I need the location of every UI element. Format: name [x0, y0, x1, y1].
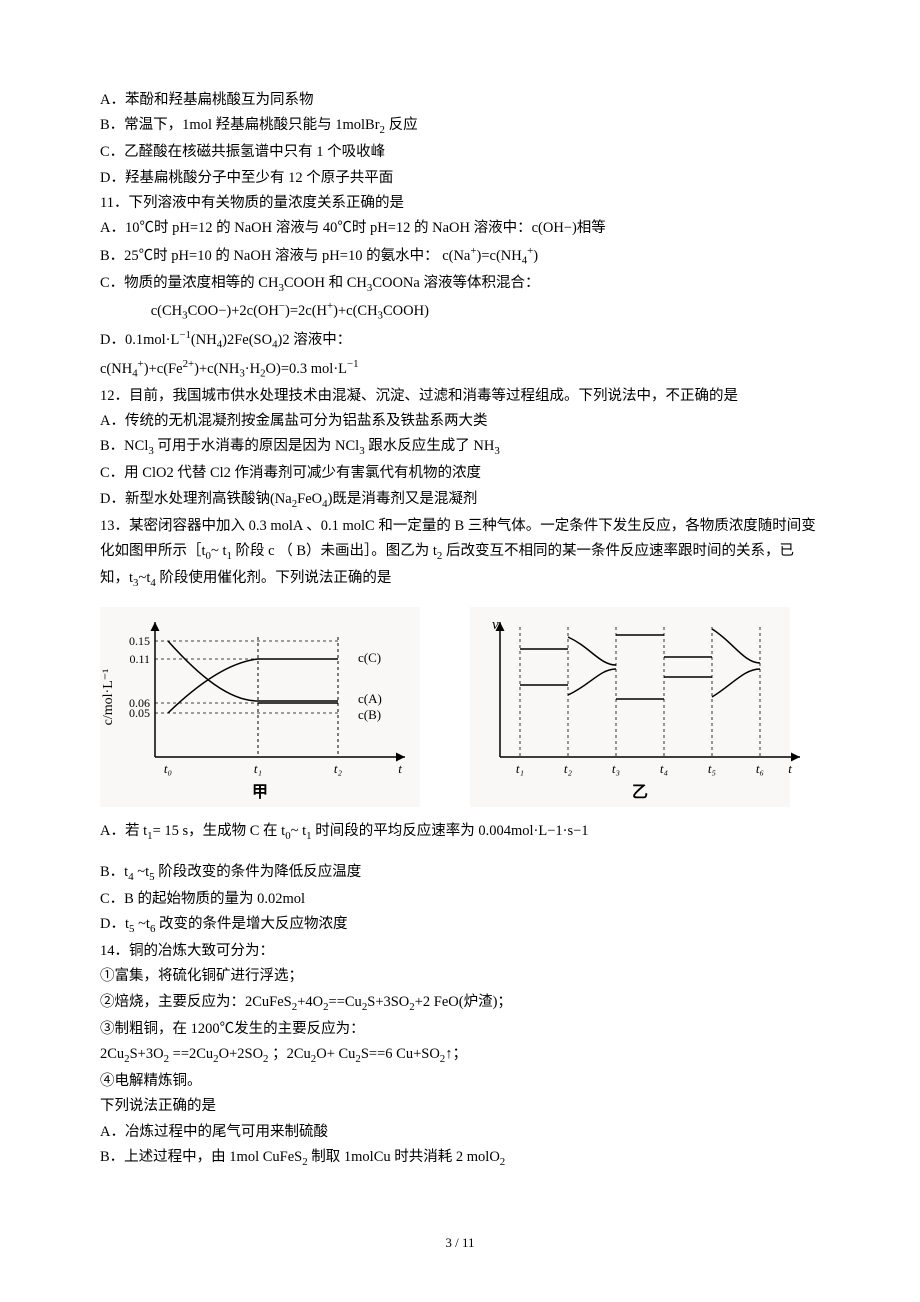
q13-opt-c: C．B 的起始物质的量为 0.02mol [100, 887, 820, 912]
svg-text:t₁: t₁ [516, 761, 524, 776]
q12-opt-b: B．NCl3 可用于水消毒的原因是因为 NCl3 跟水反应生成了 NH3 [100, 434, 820, 461]
q11-stem: 11．下列溶液中有关物质的量浓度关系正确的是 [100, 191, 820, 216]
q14-step3: ③制粗铜，在 1200℃发生的主要反应为： [100, 1017, 820, 1042]
svg-text:甲: 甲 [252, 783, 268, 801]
q13-stem: 13．某密闭容器中加入 0.3 molA 、0.1 molC 和一定量的 B 三… [100, 514, 820, 593]
q14-step1: ①富集，将硫化铜矿进行浮选； [100, 964, 820, 989]
q11-opt-c: C．物质的量浓度相等的 CH3COOH 和 CH3COONa 溶液等体积混合： [100, 271, 820, 298]
svg-text:t₂: t₂ [564, 761, 573, 776]
svg-text:t₆: t₆ [756, 761, 764, 776]
svg-text:c(A): c(A) [358, 691, 382, 706]
q10-opt-a: A．苯酚和羟基扁桃酸互为同系物 [100, 88, 820, 113]
q11-opt-a: A．10℃时 pH=12 的 NaOH 溶液与 40℃时 pH=12 的 NaO… [100, 216, 820, 241]
svg-text:t₀: t₀ [164, 761, 172, 776]
svg-text:c/mol·L⁻¹: c/mol·L⁻¹ [101, 669, 116, 726]
svg-text:0.05: 0.05 [129, 706, 150, 720]
q12-opt-d: D．新型水处理剂高铁酸钠(Na2FeO4)既是消毒剂又是混凝剂 [100, 487, 820, 514]
svg-text:乙: 乙 [632, 784, 648, 801]
svg-text:v: v [492, 617, 499, 633]
q14-stem: 14．铜的冶炼大致可分为： [100, 939, 820, 964]
svg-text:t: t [398, 761, 402, 776]
svg-text:t₃: t₃ [612, 761, 620, 776]
svg-text:t₁: t₁ [254, 761, 262, 776]
svg-text:0.11: 0.11 [129, 652, 150, 666]
q10-opt-c: C．乙醛酸在核磁共振氢谱中只有 1 个吸收峰 [100, 140, 820, 165]
q11-opt-d: D．0.1mol·L−1(NH4)2Fe(SO4)2 溶液中： [100, 326, 820, 355]
q12-stem: 12．目前，我国城市供水处理技术由混凝、沉淀、过滤和消毒等过程组成。下列说法中，… [100, 384, 820, 409]
q12-opt-c: C．用 ClO2 代替 Cl2 作消毒剂可减少有害氯代有机物的浓度 [100, 461, 820, 486]
svg-text:t₅: t₅ [708, 761, 716, 776]
q13-opt-a: A．若 t1= 15 s，生成物 C 在 t0~ t1 时间段的平均反应速率为 … [100, 819, 820, 846]
q14-reaction3: 2Cu2S+3O2 ==2Cu2O+2SO2 ；2Cu2O+ Cu2S==6 C… [100, 1042, 820, 1069]
q13-charts: 0.150.110.060.05 t₀t₁t₂t c/mol·L⁻¹ c(C) … [100, 607, 820, 807]
q10-opt-b: B．常温下，1mol 羟基扁桃酸只能与 1molBr2 反应 [100, 113, 820, 140]
q12-opt-a: A．传统的无机混凝剂按金属盐可分为铝盐系及铁盐系两大类 [100, 409, 820, 434]
svg-text:t₂: t₂ [334, 761, 343, 776]
q14-opt-b: B．上述过程中，由 1mol CuFeS2 制取 1molCu 时共消耗 2 m… [100, 1145, 820, 1172]
svg-text:t₄: t₄ [660, 761, 669, 776]
svg-text:c(C): c(C) [358, 650, 381, 665]
q11-opt-d-eq: c(NH4+)+c(Fe2+)+c(NH3·H2O)=0.3 mol·L−1 [100, 355, 820, 384]
q14-step5: 下列说法正确的是 [100, 1094, 820, 1119]
svg-text:0.15: 0.15 [129, 634, 150, 648]
q13-opt-b: B．t4 ~t5 阶段改变的条件为降低反应温度 [100, 860, 820, 887]
q10-opt-d: D．羟基扁桃酸分子中至少有 12 个原子共平面 [100, 166, 820, 191]
chart-jia: 0.150.110.060.05 t₀t₁t₂t c/mol·L⁻¹ c(C) … [100, 607, 420, 807]
svg-text:c(B): c(B) [358, 707, 381, 722]
q11-opt-c-eq: c(CH3COO−)+2c(OH−)=2c(H+)+c(CH3COOH) [100, 297, 820, 326]
q14-step4: ④电解精炼铜。 [100, 1069, 820, 1094]
page-number: 3 / 11 [100, 1232, 820, 1255]
svg-text:t: t [788, 761, 792, 776]
q14-opt-a: A．冶炼过程中的尾气可用来制硫酸 [100, 1120, 820, 1145]
q11-opt-b: B．25℃时 pH=10 的 NaOH 溶液与 pH=10 的氨水中： c(Na… [100, 242, 820, 271]
chart-yi: t₁ t₂ t₃ t₄ t₅ t₆ t v 乙 [470, 607, 790, 807]
q13-opt-d: D．t5 ~t6 改变的条件是增大反应物浓度 [100, 912, 820, 939]
q14-step2: ②焙烧，主要反应为：2CuFeS2+4O2==Cu2S+3SO2+2 FeO(炉… [100, 990, 820, 1017]
